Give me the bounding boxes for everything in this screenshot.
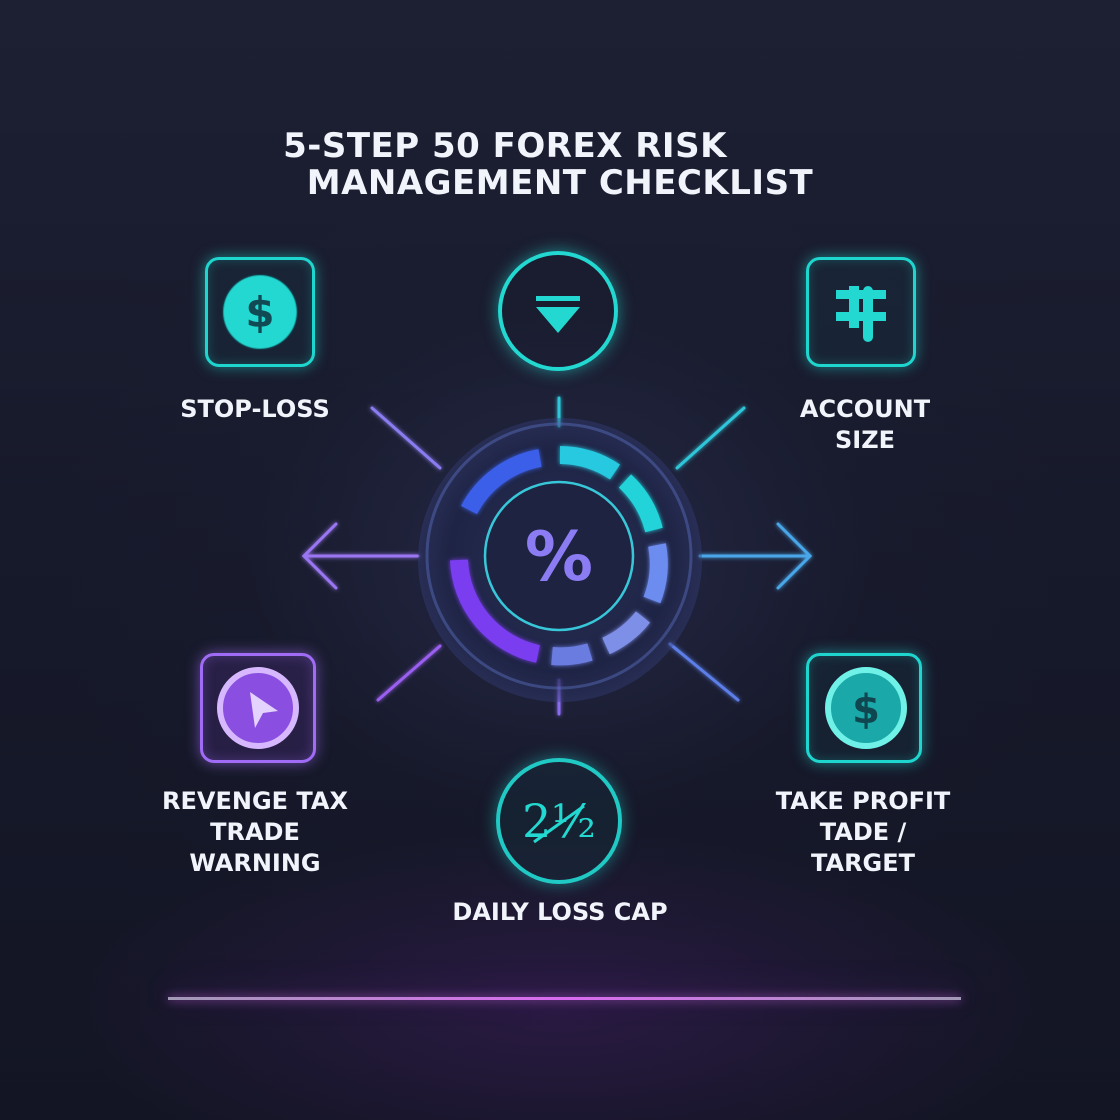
gauge-segment-light-1 [643,543,668,604]
gauge-segment-light-2 [601,611,651,655]
stop-loss-icon-box[interactable]: $ [205,257,315,367]
dollar-coin-icon: $ [222,274,298,350]
gauge-segment-blue [461,449,542,515]
ray-bottom-left [376,644,442,702]
take-profit-line-1: TAKE PROFIT [775,787,951,815]
ray-top-right [675,406,746,470]
gauge-segment-light-3 [551,643,593,666]
daily-loss-cap-label: DAILY LOSS CAP [452,898,668,926]
account-size-line-2: SIZE [834,426,895,455]
svg-text:$: $ [852,687,880,733]
floor-glow-line [168,997,961,1000]
ray-top-left [370,406,442,470]
down-triangle-icon [536,296,580,333]
take-profit-line-2: TADE / [819,818,907,847]
pillar-icon [836,286,886,342]
take-profit-line-3: TARGET [810,849,916,878]
ray-bottom-right [668,642,740,702]
account-size-icon-box[interactable] [806,257,916,367]
gauge-segment-teal-1 [559,446,621,480]
take-profit-label: TAKE PROFIT TADE / TARGET [750,786,976,880]
daily-loss-cap-icon-circle[interactable]: 2½ [496,758,622,884]
title-line-1: 5-STEP 50 FOREX RISK [283,126,727,166]
take-profit-icon-box[interactable]: $ [806,653,922,763]
arrow-left-head [301,522,338,590]
revenge-trade-label: REVENGE TAX TRADE WARNING [140,786,370,880]
gauge-segment-purple [450,559,541,663]
revenge-trade-line-1: REVENGE TAX [162,787,348,815]
page-title: 5-STEP 50 FOREX RISK MANAGEMENT CHECKLIS… [0,128,1120,201]
svg-text:$: $ [245,288,274,337]
revenge-trade-line-3: WARNING [189,849,321,878]
account-size-label: ACCOUNT SIZE [770,394,960,456]
play-cursor-icon [217,667,299,749]
center-percent-symbol: % [525,518,593,597]
revenge-trade-line-2: TRADE [210,818,300,847]
stop-loss-label: STOP-LOSS [180,395,330,423]
percent-icon: 2½ [522,794,596,848]
gauge-inner-ring [483,480,635,632]
gauge-outer-ring [425,422,693,690]
svg-text:2½: 2½ [522,794,596,848]
title-line-2: MANAGEMENT CHECKLIST [306,162,814,203]
dollar-coin-icon: $ [825,667,907,749]
arrow-right-head [776,522,813,590]
account-size-line-1: ACCOUNT [799,395,931,423]
revenge-trade-icon-box[interactable] [200,653,316,763]
top-center-icon-circle[interactable] [498,251,618,371]
gauge-segment-teal-2 [618,474,663,533]
